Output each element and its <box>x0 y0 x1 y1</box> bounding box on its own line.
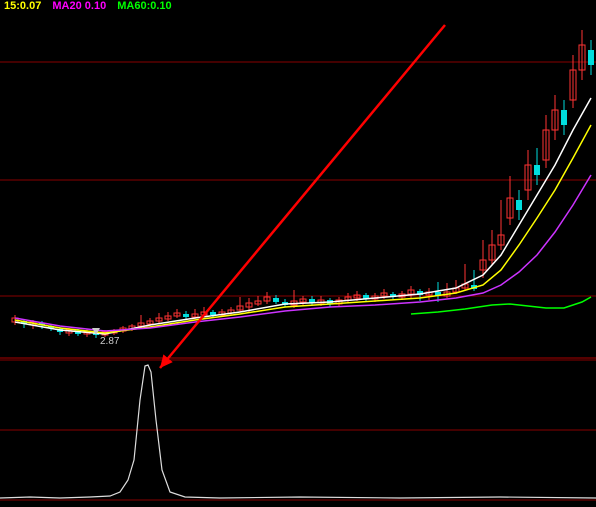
price-annotation: 2.87 <box>100 336 119 347</box>
stock-chart[interactable] <box>0 0 596 507</box>
